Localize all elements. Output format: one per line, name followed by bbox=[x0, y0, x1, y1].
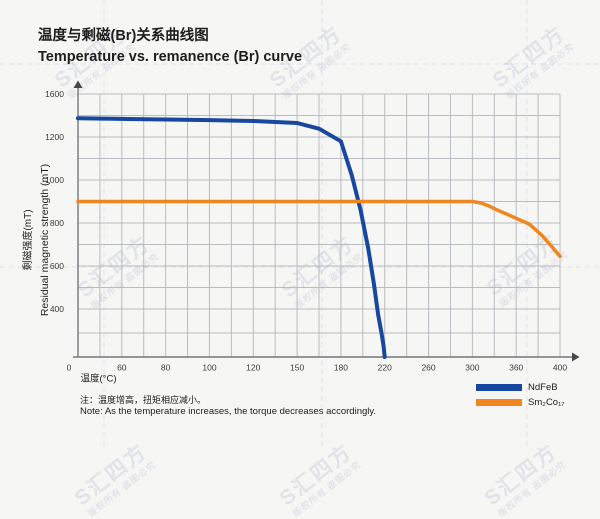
chart: 0 60 80 100 120 150 180 220 260 300 360 400 1600 1200… bbox=[21, 80, 580, 385]
curve-smco bbox=[76, 199, 562, 259]
watermark: S汇四方 版权所有 盗图必究 bbox=[70, 439, 159, 519]
x-tick-label: 260 bbox=[421, 363, 435, 373]
y-axis-arrow-icon bbox=[73, 80, 83, 88]
watermark-slogan: 版权所有 盗图必究 bbox=[85, 459, 158, 519]
watermark-slogan: 版权所有 盗图必究 bbox=[290, 459, 363, 519]
x-tick-label: 100 bbox=[202, 363, 216, 373]
note-block: 注：温度增高，扭矩相应减小。 Note: As the temperature … bbox=[80, 394, 376, 419]
x-tick-labels: 0 60 80 100 120 150 180 220 260 300 360 400 bbox=[67, 363, 568, 373]
plot-grid bbox=[77, 93, 561, 358]
y-tick-label: 400 bbox=[50, 304, 64, 314]
x-tick-label: 300 bbox=[465, 363, 479, 373]
legend-label-ndfeb: NdFeB bbox=[528, 382, 558, 393]
x-tick-label: 120 bbox=[246, 363, 260, 373]
x-tick-label: 400 bbox=[553, 363, 567, 373]
watermark: S汇四方 版权所有 盗图必究 bbox=[480, 439, 569, 519]
watermark-brand: S汇四方 bbox=[480, 439, 562, 511]
x-tick-label: 0 bbox=[67, 363, 72, 373]
legend-swatch-ndfeb bbox=[476, 384, 522, 391]
y-tick-label: 1600 bbox=[45, 89, 64, 99]
x-tick-label: 180 bbox=[334, 363, 348, 373]
x-tick-label: 60 bbox=[117, 363, 127, 373]
title-block: 温度与剩磁(Br)关系曲线图 Temperature vs. remanence… bbox=[38, 26, 302, 68]
y-tick-label: 1200 bbox=[45, 132, 64, 142]
y-tick-label: 1000 bbox=[45, 175, 64, 185]
y-tick-label: 600 bbox=[50, 261, 64, 271]
x-tick-label: 150 bbox=[290, 363, 304, 373]
axes bbox=[73, 80, 580, 362]
legend: NdFeB Sm₂Co₁₇ bbox=[476, 380, 565, 410]
y-axis-label-zh: 剩磁强度(mT) bbox=[21, 209, 34, 270]
legend-item-ndfeb: NdFeB bbox=[476, 380, 565, 395]
x-axis-arrow-icon bbox=[572, 352, 580, 362]
x-tick-label: 220 bbox=[378, 363, 392, 373]
x-tick-label: 80 bbox=[161, 363, 171, 373]
chart-title-en: Temperature vs. remanence (Br) curve bbox=[38, 49, 303, 66]
chart-title-zh: 温度与剩磁(Br)关系曲线图 bbox=[38, 28, 209, 44]
legend-label-sm2co17: Sm₂Co₁₇ bbox=[528, 397, 565, 408]
x-axis-label: 温度(°C) bbox=[81, 373, 117, 385]
legend-swatch-sm2co17 bbox=[476, 399, 522, 406]
curve-ndfeb bbox=[76, 116, 387, 359]
watermark-brand: S汇四方 bbox=[70, 439, 152, 511]
y-tick-label: 800 bbox=[50, 218, 64, 228]
legend-item-sm2co17: Sm₂Co₁₇ bbox=[476, 395, 565, 410]
watermark-brand: S汇四方 bbox=[275, 439, 357, 511]
watermark-slogan: 版权所有 盗图必究 bbox=[495, 459, 568, 519]
x-tick-label: 360 bbox=[509, 363, 523, 373]
y-tick-labels: 1600 1200 1000 800 600 400 bbox=[45, 89, 64, 314]
y-axis-label-en: Residual magnetic strength (mT) bbox=[39, 164, 51, 316]
note-zh: 注：温度增高，扭矩相应减小。 bbox=[80, 395, 207, 405]
note-en: Note: As the temperature increases, the … bbox=[80, 406, 377, 418]
watermark: S汇四方 版权所有 盗图必究 bbox=[275, 439, 364, 519]
